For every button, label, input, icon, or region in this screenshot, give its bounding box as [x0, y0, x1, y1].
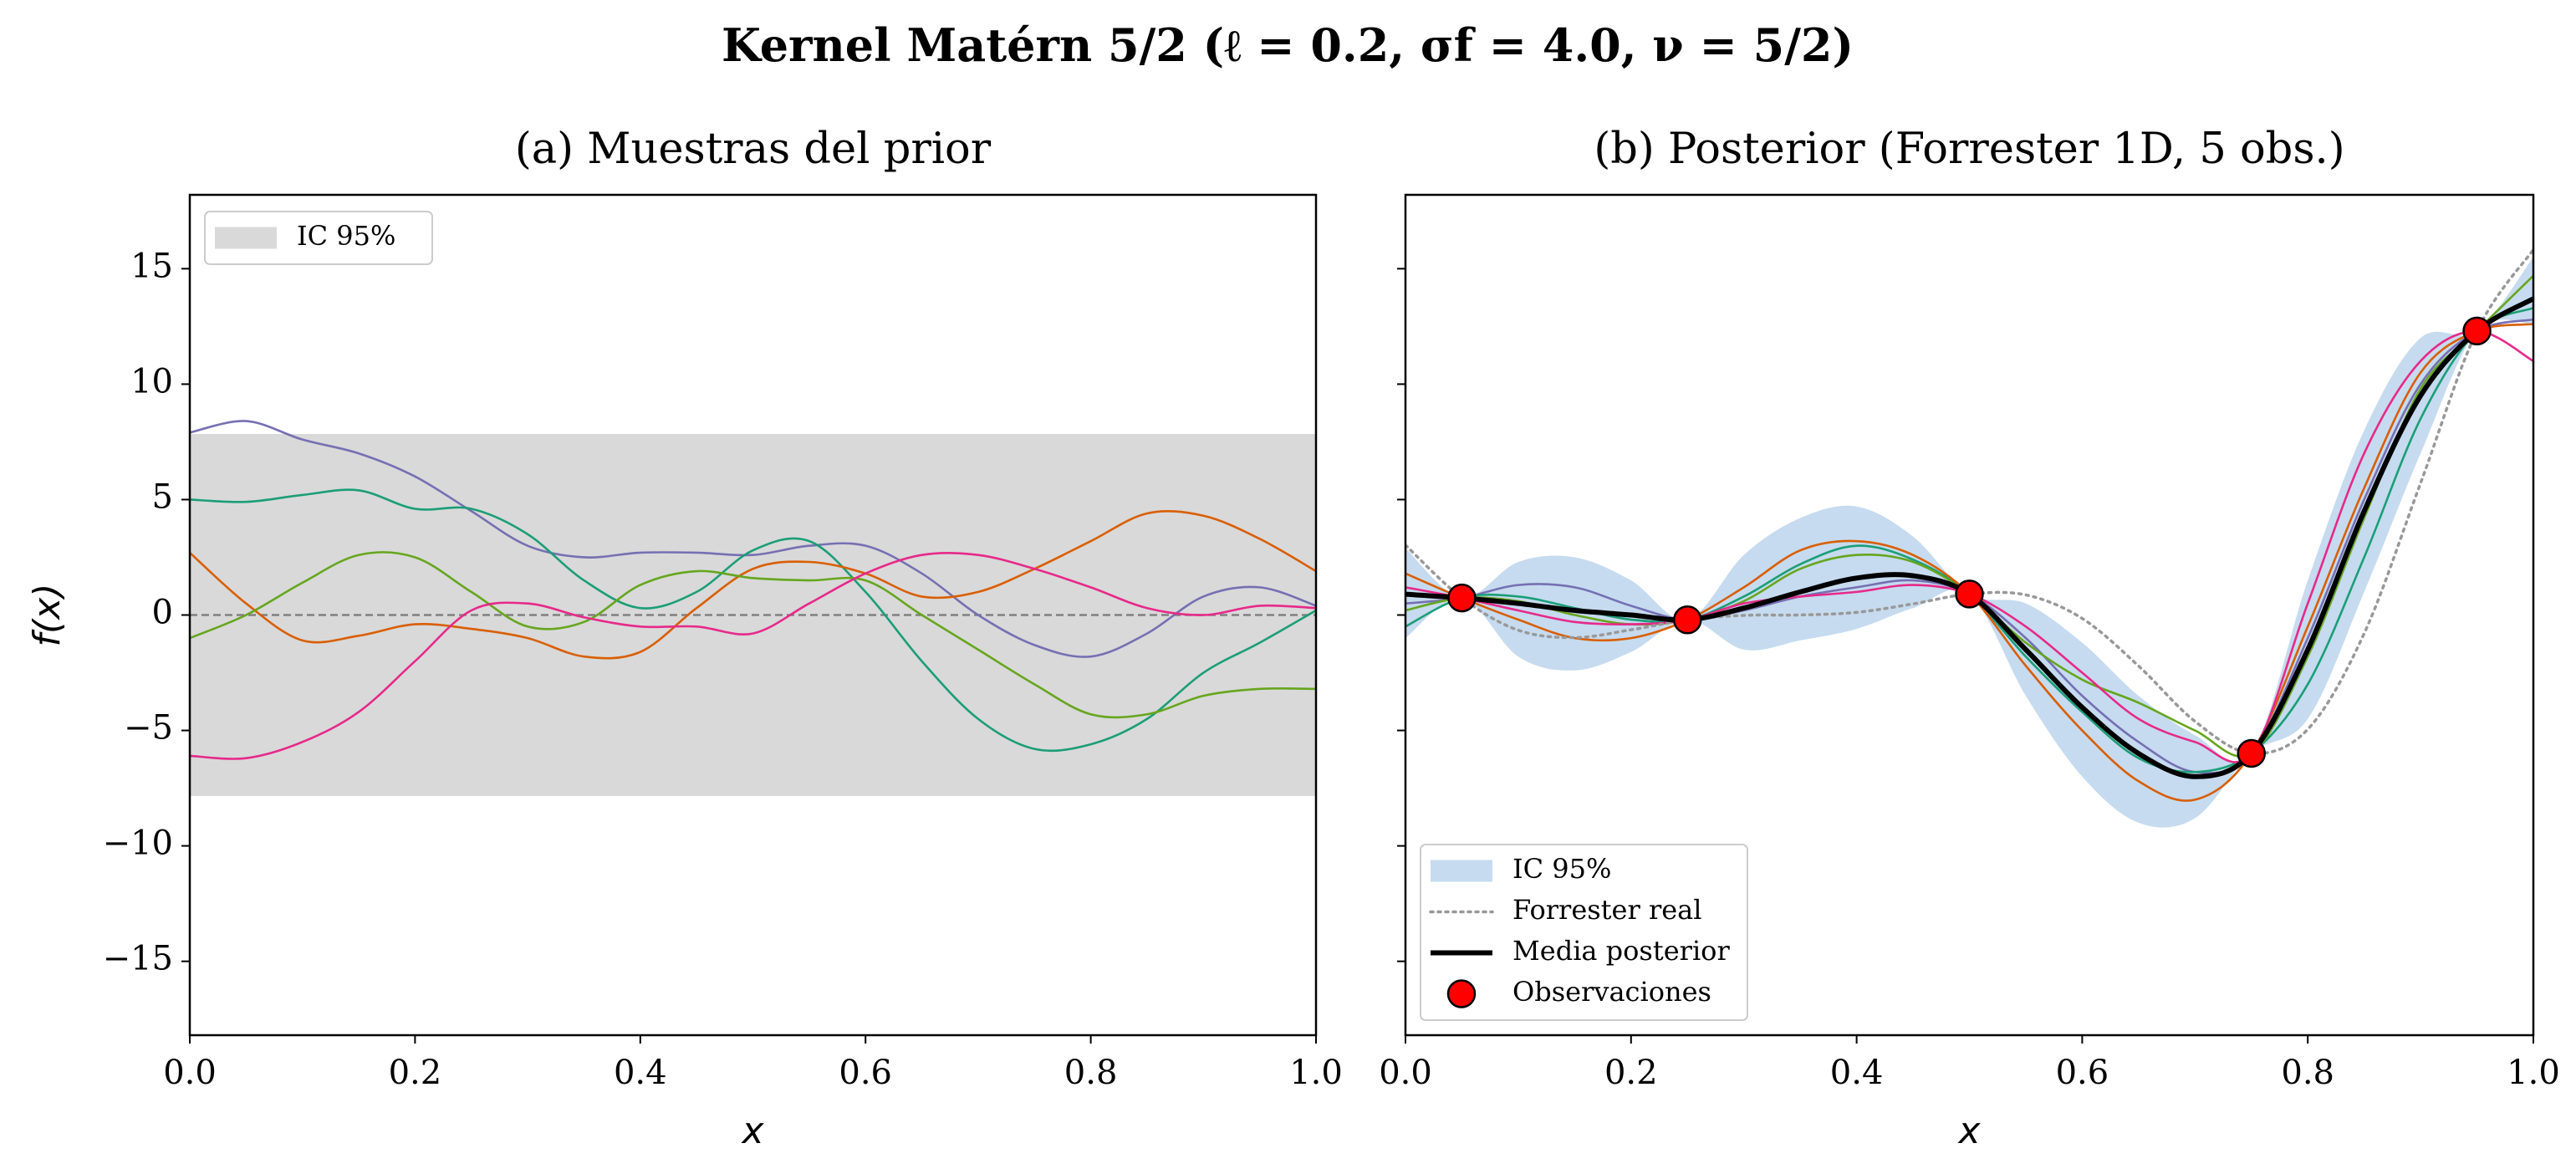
legend-label: IC 95%: [297, 220, 395, 252]
sample-line: [190, 551, 1316, 719]
x-tick-label: 1.0: [2507, 1054, 2560, 1092]
x-axis-label: x: [1956, 1110, 1981, 1152]
sample-line: [190, 510, 1316, 660]
x-tick-label: 0.0: [1379, 1054, 1432, 1092]
sample-line: [190, 420, 1316, 658]
observation: [1447, 583, 1477, 613]
plot-area: [190, 420, 1316, 796]
legend-label: Observaciones: [1512, 976, 1711, 1008]
y-tick-label: −15: [103, 940, 173, 978]
y-tick-label: 5: [152, 477, 173, 516]
y-axis-label: f(x): [26, 584, 69, 647]
x-tick-label: 1.0: [1289, 1054, 1343, 1092]
sample-line: [190, 551, 1316, 760]
legend: IC 95% Forrester real Media posterior Obser…: [1420, 844, 1748, 1021]
sample-line: [1405, 318, 2533, 774]
x-tick-label: 0.4: [614, 1054, 667, 1092]
x-tick-label: 0.2: [1604, 1054, 1658, 1092]
legend: IC 95%: [204, 211, 433, 265]
chart-title: (a) Muestras del prior: [515, 125, 992, 174]
observation: [1955, 579, 1984, 609]
observation: [2237, 738, 2266, 768]
legend-swatch: [1431, 860, 1492, 882]
confidence-band: [1405, 257, 2533, 828]
plot-area: [1405, 248, 2533, 828]
legend-swatch: [215, 227, 277, 249]
x-tick-label: 0.8: [1064, 1054, 1118, 1092]
y-tick-label: 15: [130, 247, 173, 285]
sample-line: [1405, 307, 2533, 773]
y-tick-label: 0: [152, 594, 173, 632]
x-tick-label: 0.8: [2281, 1054, 2334, 1092]
figure-title: Kernel Matérn 5/2 (ℓ = 0.2, σf = 4.0, ν …: [722, 18, 1854, 72]
x-tick-label: 0.6: [839, 1054, 892, 1092]
y-tick-label: −5: [124, 709, 173, 748]
legend-label: Forrester real: [1512, 894, 1701, 926]
legend-label: Media posterior: [1512, 935, 1730, 967]
x-tick-label: 0.0: [163, 1054, 217, 1092]
y-tick-label: −10: [103, 824, 173, 863]
observation: [2462, 316, 2492, 346]
x-axis-label: x: [740, 1110, 764, 1152]
series-line: [1405, 248, 2533, 755]
x-tick-label: 0.2: [389, 1054, 442, 1092]
sample-line: [1405, 274, 2533, 758]
x-tick-label: 0.4: [1830, 1054, 1884, 1092]
legend-frame: [1420, 844, 1748, 1021]
legend-frame: [204, 211, 433, 265]
sample-line: [190, 488, 1316, 753]
y-tick-label: 10: [130, 362, 173, 401]
chart-title: (b) Posterior (Forrester 1D, 5 obs.): [1594, 125, 2344, 174]
legend-label: IC 95%: [1512, 853, 1611, 885]
x-tick-label: 0.6: [2056, 1054, 2109, 1092]
observation: [1673, 605, 1702, 635]
legend-swatch: [1446, 979, 1477, 1008]
sample-line: [1405, 323, 2533, 802]
series-line: [1405, 296, 2533, 779]
sample-line: [1405, 329, 2533, 763]
